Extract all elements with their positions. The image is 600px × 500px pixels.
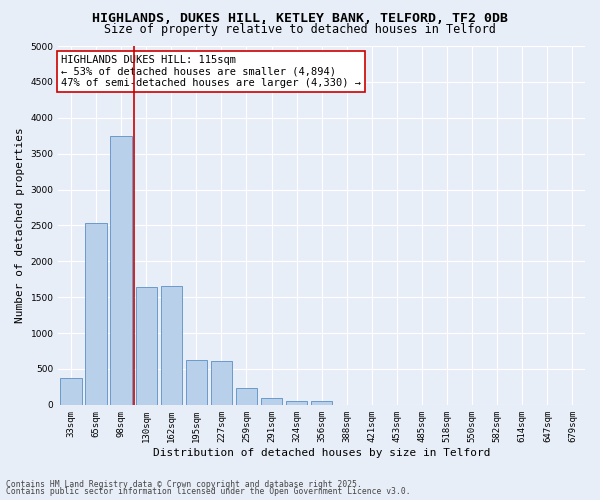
Y-axis label: Number of detached properties: Number of detached properties [15,128,25,324]
Bar [85,224,107,405]
Bar [110,136,132,405]
Text: Size of property relative to detached houses in Telford: Size of property relative to detached ho… [104,22,496,36]
Bar [311,401,332,405]
Bar [60,378,82,405]
Bar [236,388,257,405]
Bar [286,400,307,405]
Text: Contains HM Land Registry data © Crown copyright and database right 2025.: Contains HM Land Registry data © Crown c… [6,480,362,489]
Bar [185,360,207,405]
Text: Contains public sector information licensed under the Open Government Licence v3: Contains public sector information licen… [6,487,410,496]
X-axis label: Distribution of detached houses by size in Telford: Distribution of detached houses by size … [153,448,490,458]
Bar [161,286,182,405]
Bar [136,287,157,405]
Bar [211,361,232,405]
Text: HIGHLANDS DUKES HILL: 115sqm
← 53% of detached houses are smaller (4,894)
47% of: HIGHLANDS DUKES HILL: 115sqm ← 53% of de… [61,55,361,88]
Bar [261,398,282,405]
Text: HIGHLANDS, DUKES HILL, KETLEY BANK, TELFORD, TF2 0DB: HIGHLANDS, DUKES HILL, KETLEY BANK, TELF… [92,12,508,26]
